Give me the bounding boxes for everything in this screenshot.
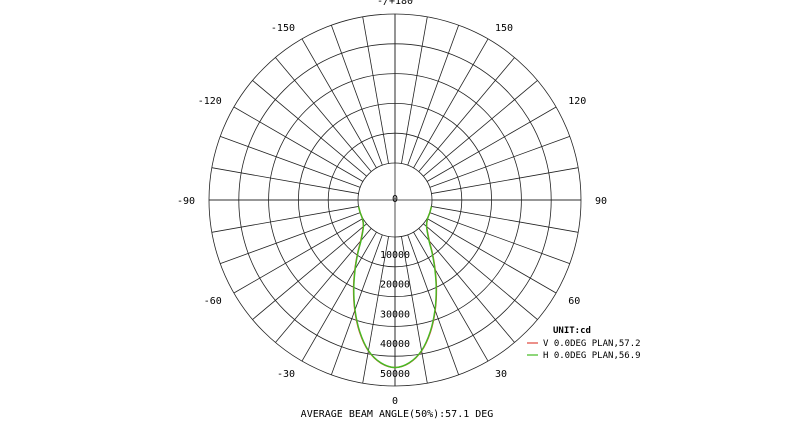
angle-label: -60 <box>204 296 222 307</box>
grid-spoke-80 <box>431 206 579 233</box>
angle-label: 90 <box>595 196 607 207</box>
legend-series-v: V 0.0DEG PLAN,57.2 <box>543 339 641 349</box>
angle-label: -/+180 <box>377 0 413 7</box>
grid-spoke-150 <box>413 38 489 169</box>
grid-spoke-250 <box>220 136 361 188</box>
grid-spoke-100 <box>431 167 579 194</box>
grid-spoke-50 <box>423 223 538 320</box>
grid-spoke-230 <box>252 80 367 177</box>
radial-labels: 0 10000 20000 30000 40000 50000 <box>380 194 410 380</box>
grid-spoke-330 <box>301 231 377 362</box>
grid-spoke-320 <box>275 228 372 343</box>
radial-label: 0 <box>392 194 398 205</box>
grid-spoke-340 <box>331 234 383 375</box>
radial-label: 10000 <box>380 250 410 261</box>
series-curves <box>352 206 438 369</box>
grid-spoke-200 <box>331 25 383 166</box>
angle-labels: -/+180 150 -150 120 -120 90 -90 60 -60 30 -30 0 <box>177 0 607 407</box>
grid-spoke-70 <box>429 212 570 264</box>
grid-spoke-10 <box>401 236 428 384</box>
grid-spoke-300 <box>233 218 364 294</box>
polar-grid <box>208 13 582 387</box>
radial-label: 40000 <box>380 339 410 350</box>
grid-spoke-160 <box>407 25 459 166</box>
grid-spoke-30 <box>413 231 489 362</box>
grid-spoke-110 <box>429 136 570 188</box>
grid-spoke-240 <box>233 106 364 182</box>
grid-spoke-260 <box>211 167 359 194</box>
angle-label: -150 <box>271 23 295 34</box>
grid-spoke-220 <box>275 57 372 172</box>
radial-label: 30000 <box>380 309 410 320</box>
angle-label: -30 <box>277 369 295 380</box>
radial-label: 50000 <box>380 369 410 380</box>
legend-series-h: H 0.0DEG PLAN,56.9 <box>543 351 641 361</box>
angle-label: -90 <box>177 196 195 207</box>
angle-label: 0 <box>392 396 398 407</box>
angle-label: 30 <box>495 369 507 380</box>
grid-spoke-120 <box>426 106 557 182</box>
angle-label: 60 <box>568 296 580 307</box>
legend: UNIT:cd V 0.0DEG PLAN,57.2 H 0.0DEG PLAN… <box>527 326 641 361</box>
grid-spoke-140 <box>418 57 515 172</box>
angle-label: -120 <box>198 96 222 107</box>
grid-spoke-40 <box>418 228 515 343</box>
grid-spoke-170 <box>401 16 428 164</box>
grid-spoke-190 <box>362 16 389 164</box>
beam-angle-footer: AVERAGE BEAM ANGLE(50%):57.1 DEG <box>301 409 494 420</box>
grid-spoke-350 <box>362 236 389 384</box>
grid-spoke-210 <box>301 38 377 169</box>
grid-spoke-310 <box>252 223 367 320</box>
grid-spoke-290 <box>220 212 361 264</box>
radial-label: 20000 <box>380 280 410 291</box>
grid-spoke-60 <box>426 218 557 294</box>
angle-label: 150 <box>495 23 513 34</box>
angle-label: 120 <box>568 96 586 107</box>
grid-spoke-20 <box>407 234 459 375</box>
series-line-h <box>353 206 437 369</box>
legend-unit-label: UNIT:cd <box>553 326 591 336</box>
grid-spoke-130 <box>423 80 538 177</box>
grid-spoke-280 <box>211 206 359 233</box>
